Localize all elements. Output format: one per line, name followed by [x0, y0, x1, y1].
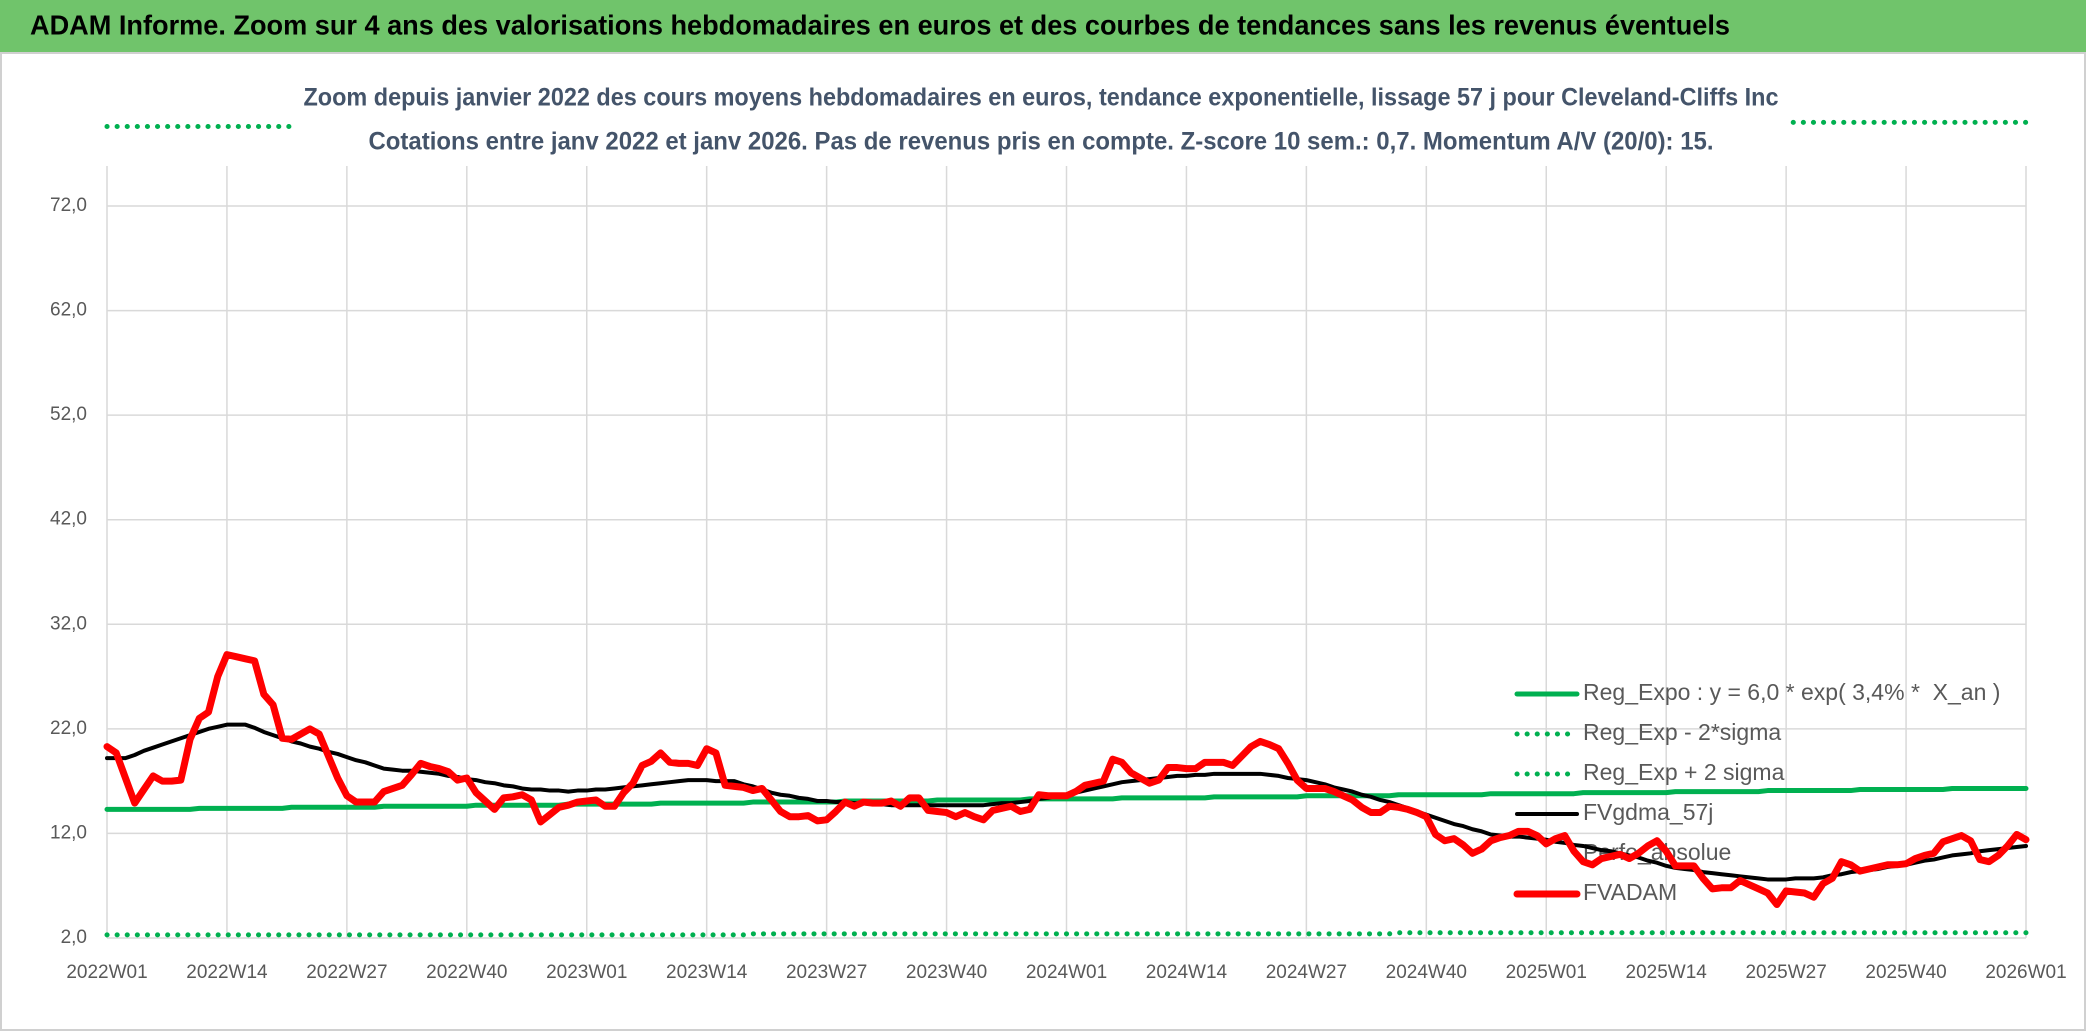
x-tick-label: 2023W40 — [906, 962, 987, 983]
y-tick-label: 62,0 — [50, 300, 87, 321]
legend-label: Reg_Expo : y = 6,0 * exp( 3,4% * X_an ) — [1583, 679, 2000, 705]
x-tick-label: 2022W27 — [306, 962, 387, 983]
legend-label: FVgdma_57j — [1583, 799, 1713, 825]
y-tick-label: 2,0 — [61, 927, 87, 948]
x-tick-label: 2022W40 — [426, 962, 507, 983]
y-tick-label: 72,0 — [50, 195, 87, 216]
series-line — [103, 651, 2030, 909]
chart-frame — [0, 52, 2086, 1031]
x-tick-label: 2025W40 — [1865, 962, 1946, 983]
x-tick-label: 2024W14 — [1146, 962, 1228, 983]
x-tick-label: 2026W01 — [1985, 962, 2066, 983]
x-tick-label: 2022W01 — [66, 962, 147, 983]
series-line — [104, 930, 2029, 938]
legend-label: FVADAM — [1583, 879, 1677, 905]
x-tick-label: 2024W01 — [1026, 962, 1107, 983]
y-tick-label: 12,0 — [50, 822, 87, 843]
chart-title: Zoom depuis janvier 2022 des cours moyen… — [304, 84, 1779, 112]
y-tick-label: 32,0 — [50, 613, 87, 634]
y-tick-label: 52,0 — [50, 404, 87, 425]
x-tick-label: 2024W40 — [1386, 962, 1467, 983]
chart-subtitle: Cotations entre janv 2022 et janv 2026. … — [369, 128, 1714, 156]
legend-label: Reg_Exp + 2 sigma — [1583, 759, 1785, 785]
x-tick-label: 2023W01 — [546, 962, 627, 983]
x-tick-label: 2024W27 — [1266, 962, 1347, 983]
header-bar — [0, 0, 2086, 52]
header-title: ADAM Informe. Zoom sur 4 ans des valoris… — [30, 9, 1730, 40]
y-tick-label: 42,0 — [50, 509, 87, 530]
x-tick-label: 2023W14 — [666, 962, 748, 983]
plot: 2,0 12,0 22,0 32,0 42,0 52,0 62,0 72,0 2022W01 20… — [50, 119, 2067, 983]
x-tick-label: 2025W27 — [1745, 962, 1826, 983]
title-box — [296, 78, 1786, 166]
x-tick-label: 2023W27 — [786, 962, 867, 983]
x-tick-label: 2025W01 — [1506, 962, 1587, 983]
legend-label: Reg_Exp - 2*sigma — [1583, 719, 1781, 745]
y-tick-label: 22,0 — [50, 718, 87, 739]
x-tick-label: 2022W14 — [186, 962, 268, 983]
x-tick-label: 2025W14 — [1626, 962, 1708, 983]
